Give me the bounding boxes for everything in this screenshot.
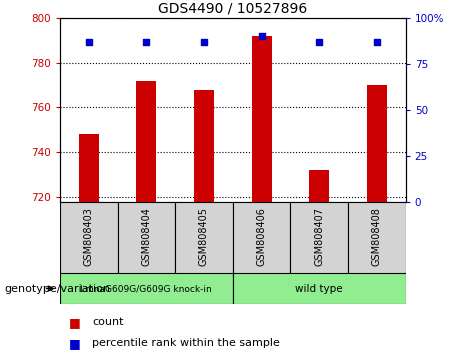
Text: GSM808403: GSM808403 [84, 207, 94, 266]
Text: ■: ■ [69, 316, 81, 329]
Point [315, 39, 323, 45]
Bar [194, 90, 214, 202]
Bar [79, 135, 99, 202]
Bar [252, 36, 272, 202]
Bar [233, 273, 406, 304]
Bar [118, 202, 175, 273]
Point [142, 39, 150, 45]
Text: GSM808405: GSM808405 [199, 207, 209, 267]
Text: ■: ■ [69, 337, 81, 350]
Bar [60, 202, 118, 273]
Text: count: count [92, 317, 124, 327]
Bar [136, 81, 156, 202]
Title: GDS4490 / 10527896: GDS4490 / 10527896 [158, 1, 307, 15]
Point [373, 39, 381, 45]
Bar [348, 202, 406, 273]
Text: wild type: wild type [296, 284, 343, 293]
Text: LmnaG609G/G609G knock-in: LmnaG609G/G609G knock-in [81, 284, 212, 293]
Bar [60, 273, 233, 304]
Text: GSM808404: GSM808404 [142, 207, 151, 266]
Text: percentile rank within the sample: percentile rank within the sample [92, 338, 280, 348]
Text: GSM808408: GSM808408 [372, 207, 382, 266]
Text: GSM808407: GSM808407 [314, 207, 324, 267]
Bar [309, 170, 329, 202]
Point [200, 39, 207, 45]
Bar [233, 202, 290, 273]
Text: genotype/variation: genotype/variation [5, 284, 111, 293]
Bar [175, 202, 233, 273]
Text: GSM808406: GSM808406 [257, 207, 266, 266]
Bar [367, 85, 387, 202]
Bar [290, 202, 348, 273]
Point [258, 33, 266, 39]
Point [85, 39, 92, 45]
